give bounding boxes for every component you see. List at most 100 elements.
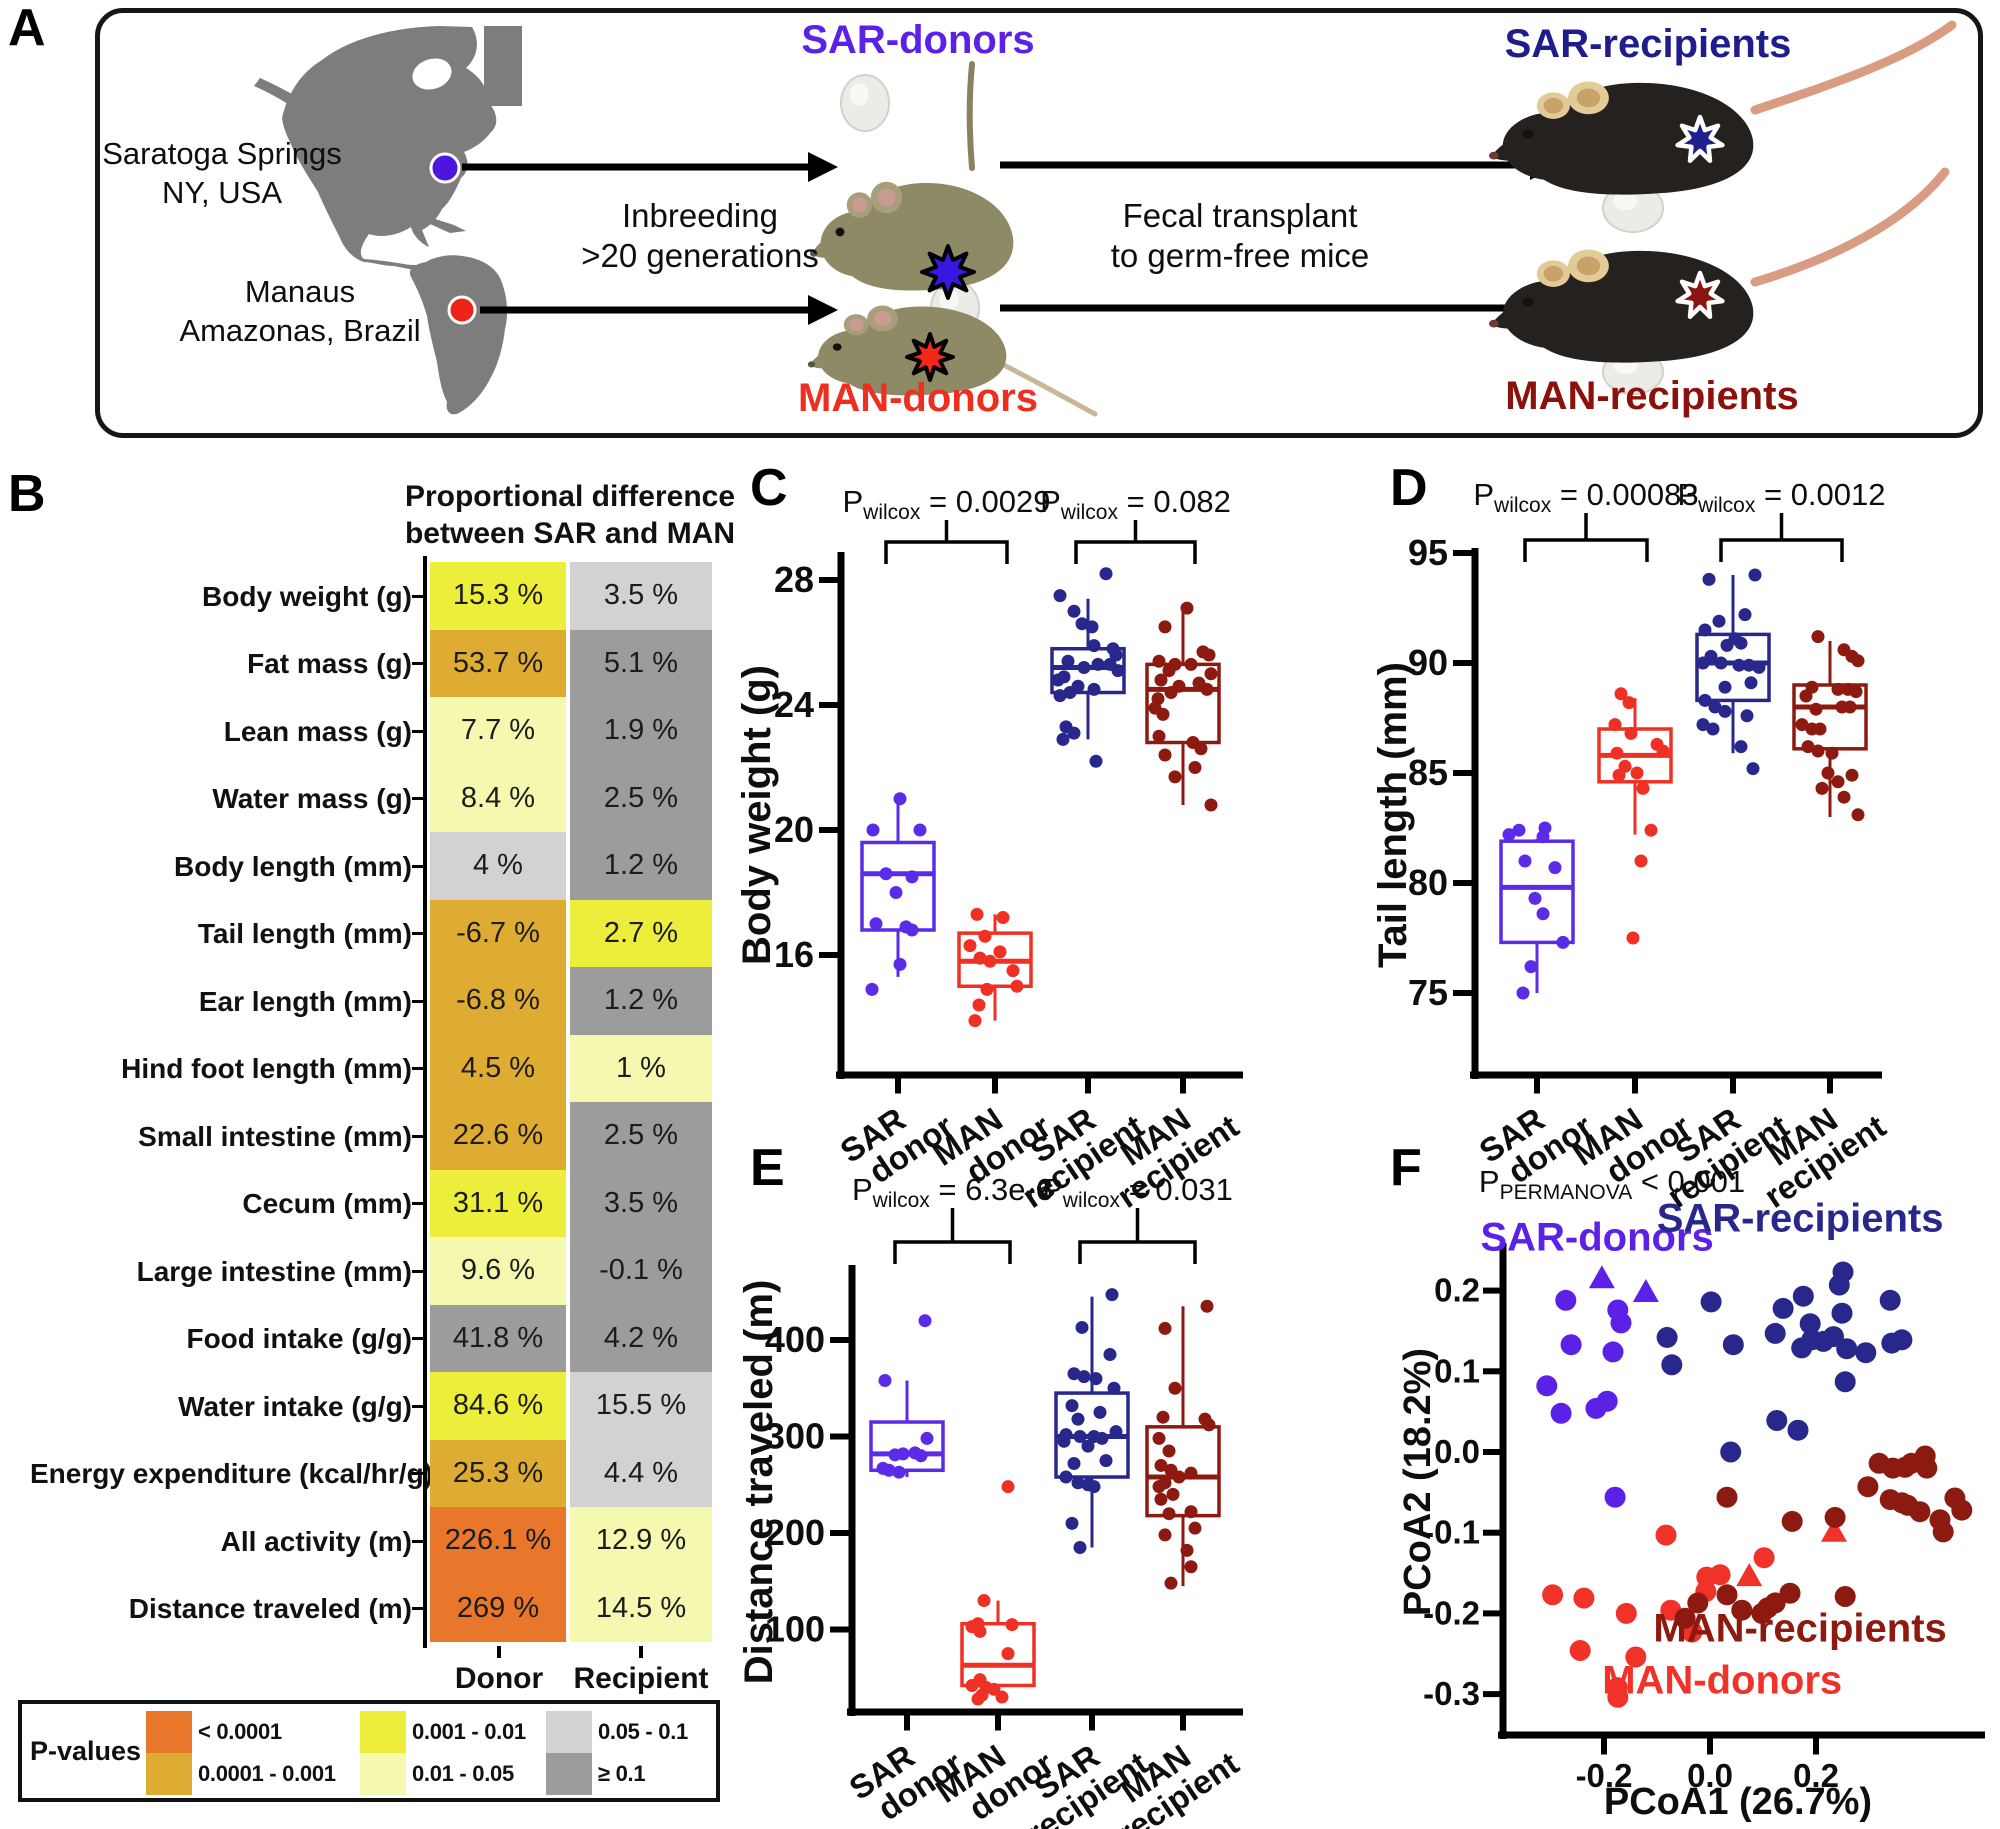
data-point [1569,1640,1591,1661]
data-point [1811,630,1825,644]
data-point [973,951,987,965]
significance-bracket [1074,540,1197,564]
data-point [1596,1390,1618,1412]
heatmap-cell-recipient: 4.2 % [570,1304,712,1372]
data-point [1843,700,1857,714]
data-point [1156,707,1170,721]
y-tick [819,952,839,958]
data-point [1536,907,1550,921]
data-point [905,870,919,884]
heatmap-row-tick [412,1134,424,1138]
data-point [1010,979,1024,993]
data-point [1555,1289,1577,1311]
data-point [980,982,994,996]
data-point [1053,589,1067,603]
data-point [1916,1457,1938,1479]
heatmap-row-label: Ear length (mm) [198,985,412,1017]
y-tick [1453,550,1473,556]
data-point [978,929,992,943]
heatmap-cell-recipient: 3.5 % [570,562,712,630]
box-group-sar-donor [1499,821,1575,1000]
svg-text:-0.2: -0.2 [1576,1757,1633,1794]
data-point [1909,1501,1931,1523]
legend-label-p4: 0.01 - 0.05 [412,1761,514,1786]
panel-a-diagram [254,20,1957,417]
data-point [1103,1347,1117,1361]
data-point [987,1682,1001,1696]
data-point [1656,1326,1678,1348]
inbreeding-line2: >20 generations [581,237,819,274]
data-point [1706,722,1720,736]
heatmap-cell-donor: 9.6 % [430,1237,566,1305]
data-point [879,867,893,881]
data-point [1057,1434,1071,1448]
data-point [1604,1486,1626,1508]
y-tick [1453,990,1473,996]
data-point [1162,664,1176,678]
heatmap-cell-recipient: 1.2 % [570,967,712,1035]
data-point [1053,689,1067,703]
svg-text:Pwilcox = 0.0029: Pwilcox = 0.0029 [842,484,1050,524]
svg-text:Pwilcox = 0.082: Pwilcox = 0.082 [1040,484,1231,524]
sar-donor-star [920,244,976,300]
data-point [1154,1492,1168,1506]
data-point [865,982,879,996]
heatmap-cell-donor: -6.7 % [430,899,566,967]
heatmap-col-donor: Donor [454,1662,544,1695]
sar-donors-title: SAR-donors [801,18,1035,62]
x-tick [895,1078,901,1094]
data-point [1811,744,1825,758]
data-point [1536,1375,1558,1397]
heatmap-cell-donor: 31.1 % [430,1169,566,1237]
manaus-dot [447,295,477,325]
data-point [1081,1439,1095,1453]
data-point [1006,964,1020,978]
heatmap-cell-donor: 41.8 % [430,1304,566,1372]
data-point [1073,1430,1087,1443]
data-point [1799,689,1813,703]
data-point [1099,567,1113,581]
x-tick [1534,1078,1540,1094]
data-point [1764,1322,1786,1344]
data-point [1051,673,1065,687]
data-point [1536,830,1550,844]
heatmap-cell-donor: 269 % [430,1574,566,1642]
data-point [1622,696,1636,710]
heatmap-cell-recipient: 1.9 % [570,697,712,765]
data-point [1067,604,1081,618]
data-point [1109,1425,1123,1439]
data-point [869,917,883,931]
box-group-sar-donor [860,792,936,996]
y-tick [819,827,839,833]
heatmap-cell-recipient: 3.5 % [570,1169,712,1237]
heatmap-row-label: Lean mass (g) [223,715,412,747]
location-saratoga-line1: Saratoga Springs [102,136,342,171]
legend-swatch-p6 [546,1753,592,1795]
heatmap-row-label: Small intestine (mm) [138,1120,412,1152]
svg-text:95: 95 [1408,532,1448,573]
data-point [1204,667,1218,681]
data-point [977,1594,991,1608]
data-point [1615,1602,1637,1624]
data-point [1795,718,1809,732]
south-america [409,255,508,415]
svg-text:PPERMANOVA < 0.001: PPERMANOVA < 0.001 [1479,1164,1745,1204]
heatmap-row-label: Water mass (g) [212,783,412,815]
heatmap-row-label: Hind foot length (mm) [121,1053,412,1085]
heatmap-row-label: Fat mass (g) [247,648,412,680]
panel-d-label: D [1390,459,1428,517]
svg-text:200: 200 [765,1512,825,1553]
location-manaus: Manaus Amazonas, Brazil [179,272,420,350]
svg-text:PCoA2 (18.2%): PCoA2 (18.2%) [1397,1348,1439,1616]
data-point [1696,656,1710,670]
sar-recipients-title: SAR-recipients [1504,22,1792,66]
data-point [1202,648,1216,662]
scatter-group-sar-recipients [1656,1261,1913,1463]
scatter-group-label: MAN-recipients [1653,1607,1946,1651]
data-point [1612,768,1626,782]
data-point [1164,1576,1178,1590]
data-point [1111,664,1125,678]
data-point [1610,746,1624,760]
heatmap-row-tick [412,594,424,598]
